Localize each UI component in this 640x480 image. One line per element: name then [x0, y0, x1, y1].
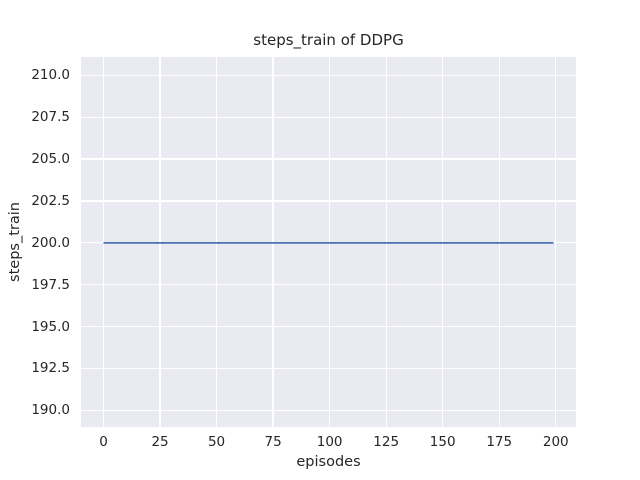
x-axis-label: episodes [296, 454, 361, 470]
y-gridline [81, 325, 576, 328]
y-gridline [81, 74, 576, 77]
x-tick-label: 100 [316, 434, 343, 450]
y-gridline [81, 116, 576, 118]
x-tick-label: 200 [542, 434, 569, 450]
y-tick-label: 195.0 [31, 318, 70, 335]
chart-title: steps_train of DDPG [253, 31, 404, 49]
x-tick-label: 125 [373, 434, 400, 450]
y-tick-label: 207.5 [31, 109, 70, 126]
x-gridline [102, 57, 105, 427]
y-gridline [81, 409, 576, 411]
y-gridline [81, 158, 576, 160]
y-tick-label: 210.0 [31, 67, 70, 84]
y-gridline [81, 367, 576, 370]
y-gridline [81, 200, 576, 202]
plot-area [81, 57, 576, 427]
y-tick-label: 192.5 [31, 360, 70, 377]
y-tick-label: 190.0 [31, 402, 70, 419]
x-tick-label: 175 [486, 434, 513, 450]
x-tick-label: 0 [99, 434, 108, 450]
y-tick-label: 202.5 [31, 192, 70, 209]
x-tick-label: 50 [207, 434, 226, 450]
y-tick-label: 200.0 [31, 234, 70, 251]
x-gridline [555, 57, 557, 427]
x-tick-label: 75 [264, 434, 282, 450]
data-series-layer [103, 241, 554, 244]
y-tick-label: 197.5 [31, 276, 70, 293]
x-tick-label: 25 [151, 434, 169, 450]
x-tick-label: 150 [429, 434, 456, 450]
y-gridline [81, 284, 576, 286]
y-tick-label: 205.0 [31, 151, 70, 168]
